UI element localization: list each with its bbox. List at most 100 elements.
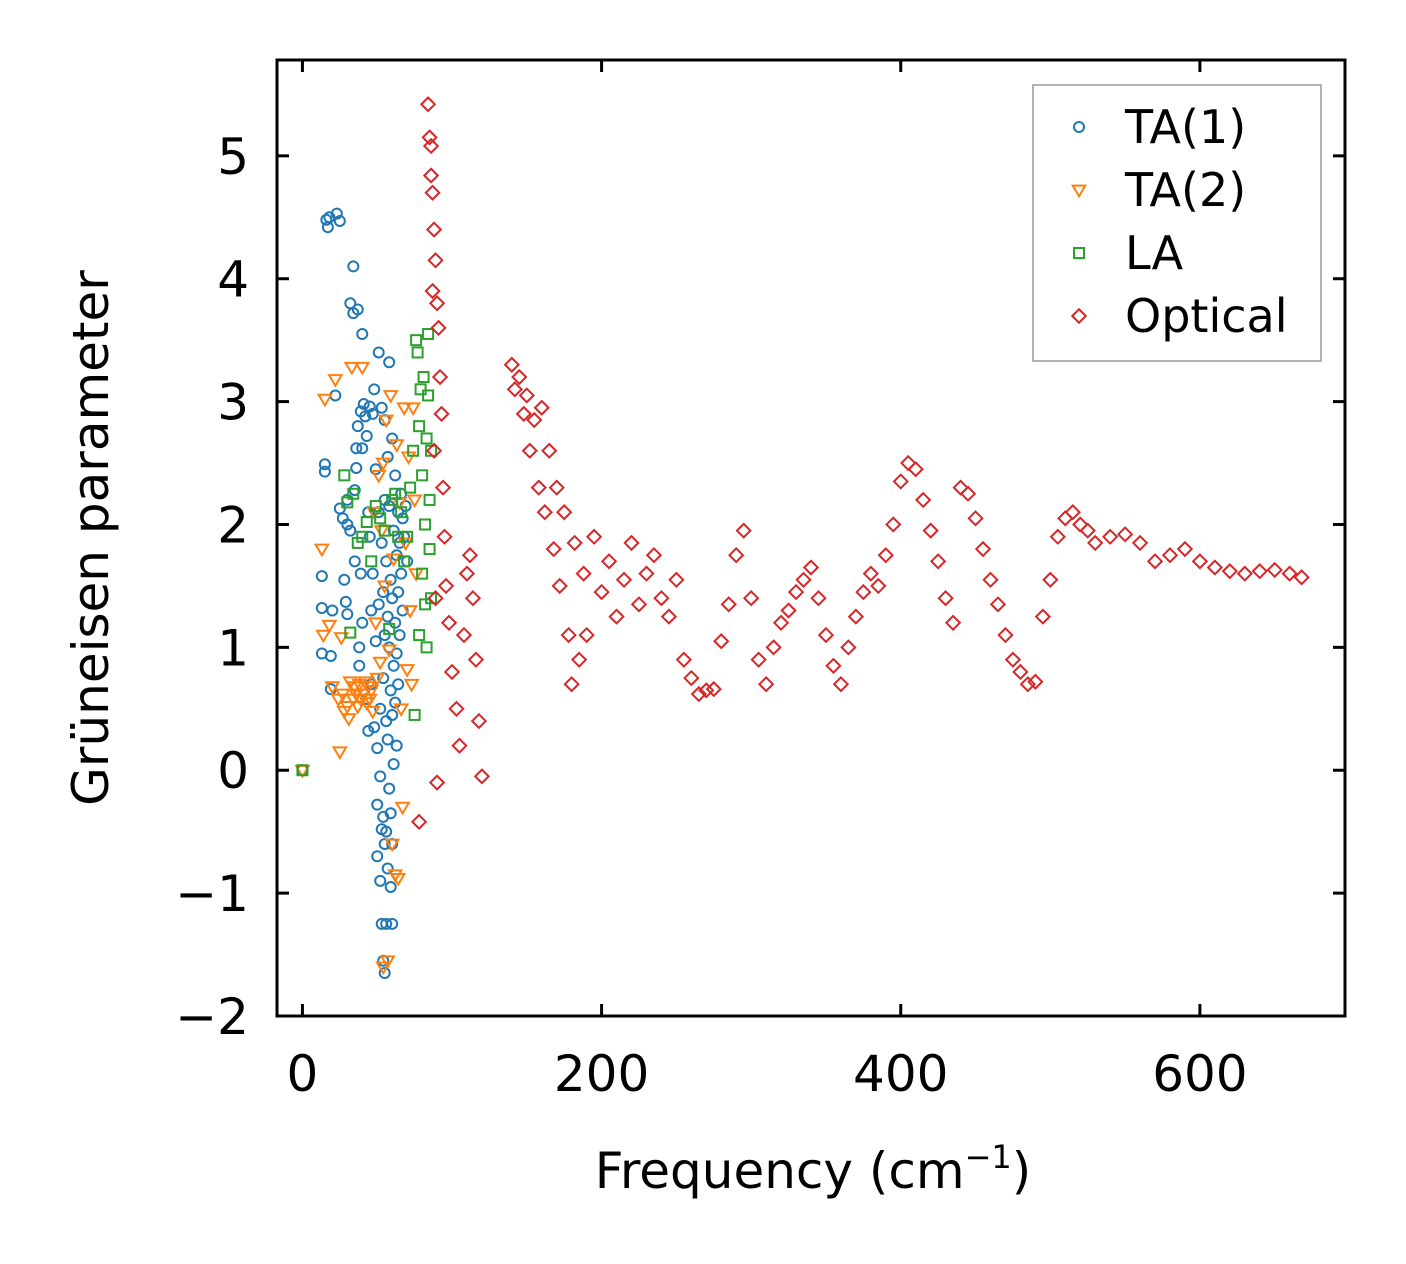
data-point [381,733,394,746]
data-point [390,873,407,887]
data-point [395,506,408,519]
data-point [387,659,400,672]
data-point [817,626,835,644]
plot-frame [275,58,1347,1018]
data-point [530,479,547,496]
data-point [645,547,663,564]
data-point [351,678,368,693]
data-point [333,214,346,227]
data-point [386,592,399,605]
data-point [296,764,309,777]
data-point [855,583,872,601]
data-point [937,590,954,607]
data-point [862,565,879,582]
data-point [399,664,416,678]
data-point [369,463,382,476]
data-point [338,573,351,586]
data-point [1236,565,1253,582]
data-point [787,583,805,601]
data-point [378,524,391,537]
data-point [560,626,577,644]
data-point [416,567,429,580]
data-point [347,487,360,500]
data-point [434,479,452,496]
data-point [423,543,436,556]
x-tick-label: 600 [1152,1045,1247,1103]
data-point [653,590,670,607]
data-point [356,442,369,455]
data-point [563,676,580,693]
data-point [1176,540,1194,558]
data-point [765,639,782,656]
data-point [381,644,398,659]
data-point [380,917,393,930]
data-point [365,604,378,617]
data-point [363,400,376,413]
data-point [698,682,715,699]
data-point [386,917,399,930]
data-point [870,577,887,595]
data-point [907,461,924,478]
data-point [428,295,446,312]
legend-marker [1073,247,1085,259]
data-point [720,596,737,613]
data-point [1079,522,1096,539]
data-point [1034,608,1052,625]
data-point [416,469,429,482]
data-point [443,663,461,681]
data-point [1042,571,1059,588]
data-point [374,512,387,525]
data-point [392,678,405,691]
data-point [638,565,655,582]
legend-entry: TA(2) [1071,163,1246,217]
data-point [470,712,488,730]
data-point [390,739,403,752]
data-point [396,512,409,525]
legend-marker [1070,307,1088,325]
data-point [511,368,528,386]
data-point [388,439,405,453]
data-point [389,487,402,500]
data-point [413,629,426,642]
data-point [376,580,393,595]
data-point [354,567,367,580]
data-point [1027,673,1044,690]
data-point [967,510,984,527]
data-point [341,518,354,531]
data-point [374,702,387,715]
series-ta-2 [294,361,425,976]
data-point [847,608,865,625]
data-point [394,801,411,816]
data-point [668,571,685,588]
data-point [359,410,372,423]
data-point [772,614,790,631]
data-point [371,798,384,811]
data-point [371,850,384,863]
y-axis-title: Grüneisen parameter [62,270,120,806]
data-point [315,570,328,583]
data-point [548,479,565,496]
data-point [369,500,382,513]
data-point [713,633,730,650]
data-point [832,676,850,693]
legend-marker [1071,184,1087,199]
data-point [405,402,422,416]
data-point [401,530,414,543]
axis-ticks: 0 200 400 600 −2 −1 0 1 2 3 4 5 [175,60,1345,1103]
data-point [351,303,364,316]
data-point [384,807,397,820]
data-point [382,390,399,404]
data-point [365,555,378,568]
data-point [840,639,857,656]
data-point [392,530,405,543]
data-point [318,465,331,478]
data-point [374,770,387,783]
data-point [630,596,648,613]
data-point [425,221,443,238]
data-point [386,493,399,506]
y-tick-label: −2 [175,988,249,1046]
data-point [1206,559,1224,576]
data-point [506,381,523,398]
legend-label: LA [1125,226,1184,280]
data-point [372,656,389,671]
